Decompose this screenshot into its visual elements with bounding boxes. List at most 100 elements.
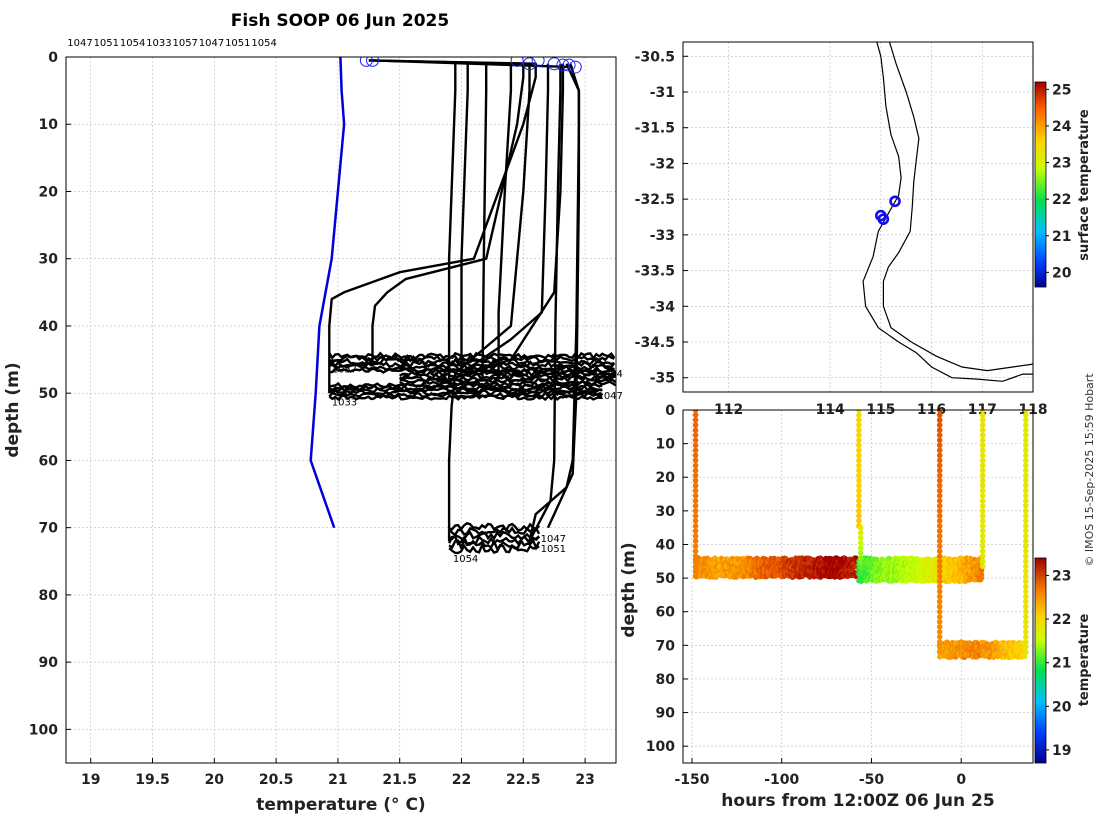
timeseries-dot [692, 498, 699, 504]
timeseries-dot [1023, 649, 1029, 655]
profile-y-tick: 90 [39, 655, 59, 671]
timeseries-dot [856, 427, 862, 434]
timeseries-dot [692, 553, 699, 559]
timeseries-dot [692, 538, 699, 544]
timeseries-dot [1023, 533, 1029, 539]
band-label: 1051 [541, 544, 566, 555]
surface-circle [366, 57, 380, 67]
band-label: 1047 [541, 534, 566, 545]
timeseries-y-tick: 70 [656, 638, 676, 654]
profile-line [447, 63, 531, 542]
profile-x-tick: 21 [328, 772, 347, 788]
timeseries-dot [936, 603, 943, 610]
timeseries-dot [1023, 598, 1029, 605]
map-y-tick: -33.5 [635, 264, 675, 280]
timeseries-dot [1023, 452, 1029, 459]
timeseries-dot [692, 568, 699, 575]
timeseries-dot [692, 447, 699, 454]
timeseries-dot [936, 583, 943, 590]
timeseries-dot [979, 427, 986, 434]
timeseries-dot [692, 503, 699, 509]
timeseries-dot [1023, 437, 1029, 444]
noise-band-stroke [449, 521, 541, 533]
timeseries-x-tick: -150 [674, 772, 709, 788]
timeseries-dot [979, 571, 985, 578]
timeseries-dot [856, 467, 862, 474]
timeseries-dot [936, 548, 943, 554]
top-label: 1057 [172, 38, 197, 49]
timeseries-dot [979, 503, 986, 509]
surface-circles [359, 57, 582, 74]
surface-colorbar-tick: 20 [1052, 265, 1072, 281]
timeseries-dot [979, 498, 986, 504]
noise-band-stroke [448, 542, 540, 555]
timeseries-dot [692, 462, 699, 469]
map-y-tick: -31.5 [635, 121, 675, 137]
profile-line [328, 59, 537, 394]
timeseries-dot [1023, 538, 1029, 544]
timeseries-dot [1023, 508, 1029, 514]
timeseries-axes-frame [682, 409, 1034, 764]
timeseries-dot [936, 619, 943, 625]
timeseries-dot [979, 457, 986, 464]
top-label: 1054 [120, 38, 145, 49]
timeseries-x-label: hours from 12:00Z 06 Jun 25 [721, 791, 994, 811]
timeseries-dot [936, 578, 943, 585]
profile-axes-frame [65, 56, 617, 764]
top-label: 1033 [146, 38, 171, 49]
timeseries-dot [1023, 583, 1029, 590]
timeseries-dot [979, 553, 986, 559]
map-y-tick: -34.5 [635, 335, 675, 351]
timeseries-dot [692, 442, 699, 449]
timeseries-dot [936, 467, 943, 474]
timeseries-dot [1023, 432, 1029, 439]
timeseries-y-tick: 80 [656, 672, 676, 688]
timeseries-dot [1023, 629, 1029, 635]
timeseries-dot [1023, 410, 1029, 413]
timeseries-dot [1023, 412, 1029, 418]
timeseries-dot [1023, 498, 1029, 504]
noise-band-stroke [448, 538, 541, 551]
band-label: 1047 [597, 391, 622, 402]
timeseries-y-tick: 60 [656, 605, 676, 621]
timeseries-dot [692, 563, 699, 570]
noise-band-stroke [328, 393, 603, 402]
surface-circle [556, 58, 570, 72]
timeseries-dot [936, 442, 943, 449]
timeseries-dot [856, 508, 862, 514]
timeseries-dot [936, 608, 943, 615]
map-points [875, 195, 901, 225]
timeseries-dot [936, 447, 943, 454]
timeseries-dot [1023, 492, 1029, 499]
timeseries-y-tick: 20 [656, 470, 676, 486]
map-y-tick: -35 [650, 371, 675, 387]
timeseries-dot [856, 417, 862, 423]
timeseries-dot [936, 417, 943, 423]
timeseries-dot [1023, 477, 1029, 484]
timeseries-dot [856, 518, 862, 524]
surface-circle [510, 57, 524, 67]
timeseries-dot [979, 482, 986, 489]
temperature-colorbar [1034, 557, 1047, 764]
coastline-east [882, 42, 1033, 372]
timeseries-dot [692, 472, 699, 479]
timeseries-dot [936, 482, 943, 489]
timeseries-y-tick: 0 [665, 403, 675, 419]
timeseries-dot [856, 487, 862, 494]
timeseries-dot [1023, 603, 1029, 610]
timeseries-dot [936, 503, 943, 509]
timeseries-dot [979, 487, 986, 494]
map-y-tick: -30.5 [635, 49, 675, 65]
timeseries-dot [1023, 462, 1029, 469]
timeseries-dot [936, 634, 943, 640]
timeseries-dot [979, 410, 986, 413]
timeseries-dot [979, 422, 986, 428]
timeseries-dot [692, 543, 699, 549]
temperature-colorbar-tick: 20 [1052, 699, 1072, 715]
timeseries-y-tick: 10 [656, 437, 676, 453]
profile-lines [328, 59, 581, 542]
timeseries-dot [1023, 487, 1029, 494]
timeseries-dot [936, 558, 943, 565]
timeseries-dot [692, 412, 699, 418]
